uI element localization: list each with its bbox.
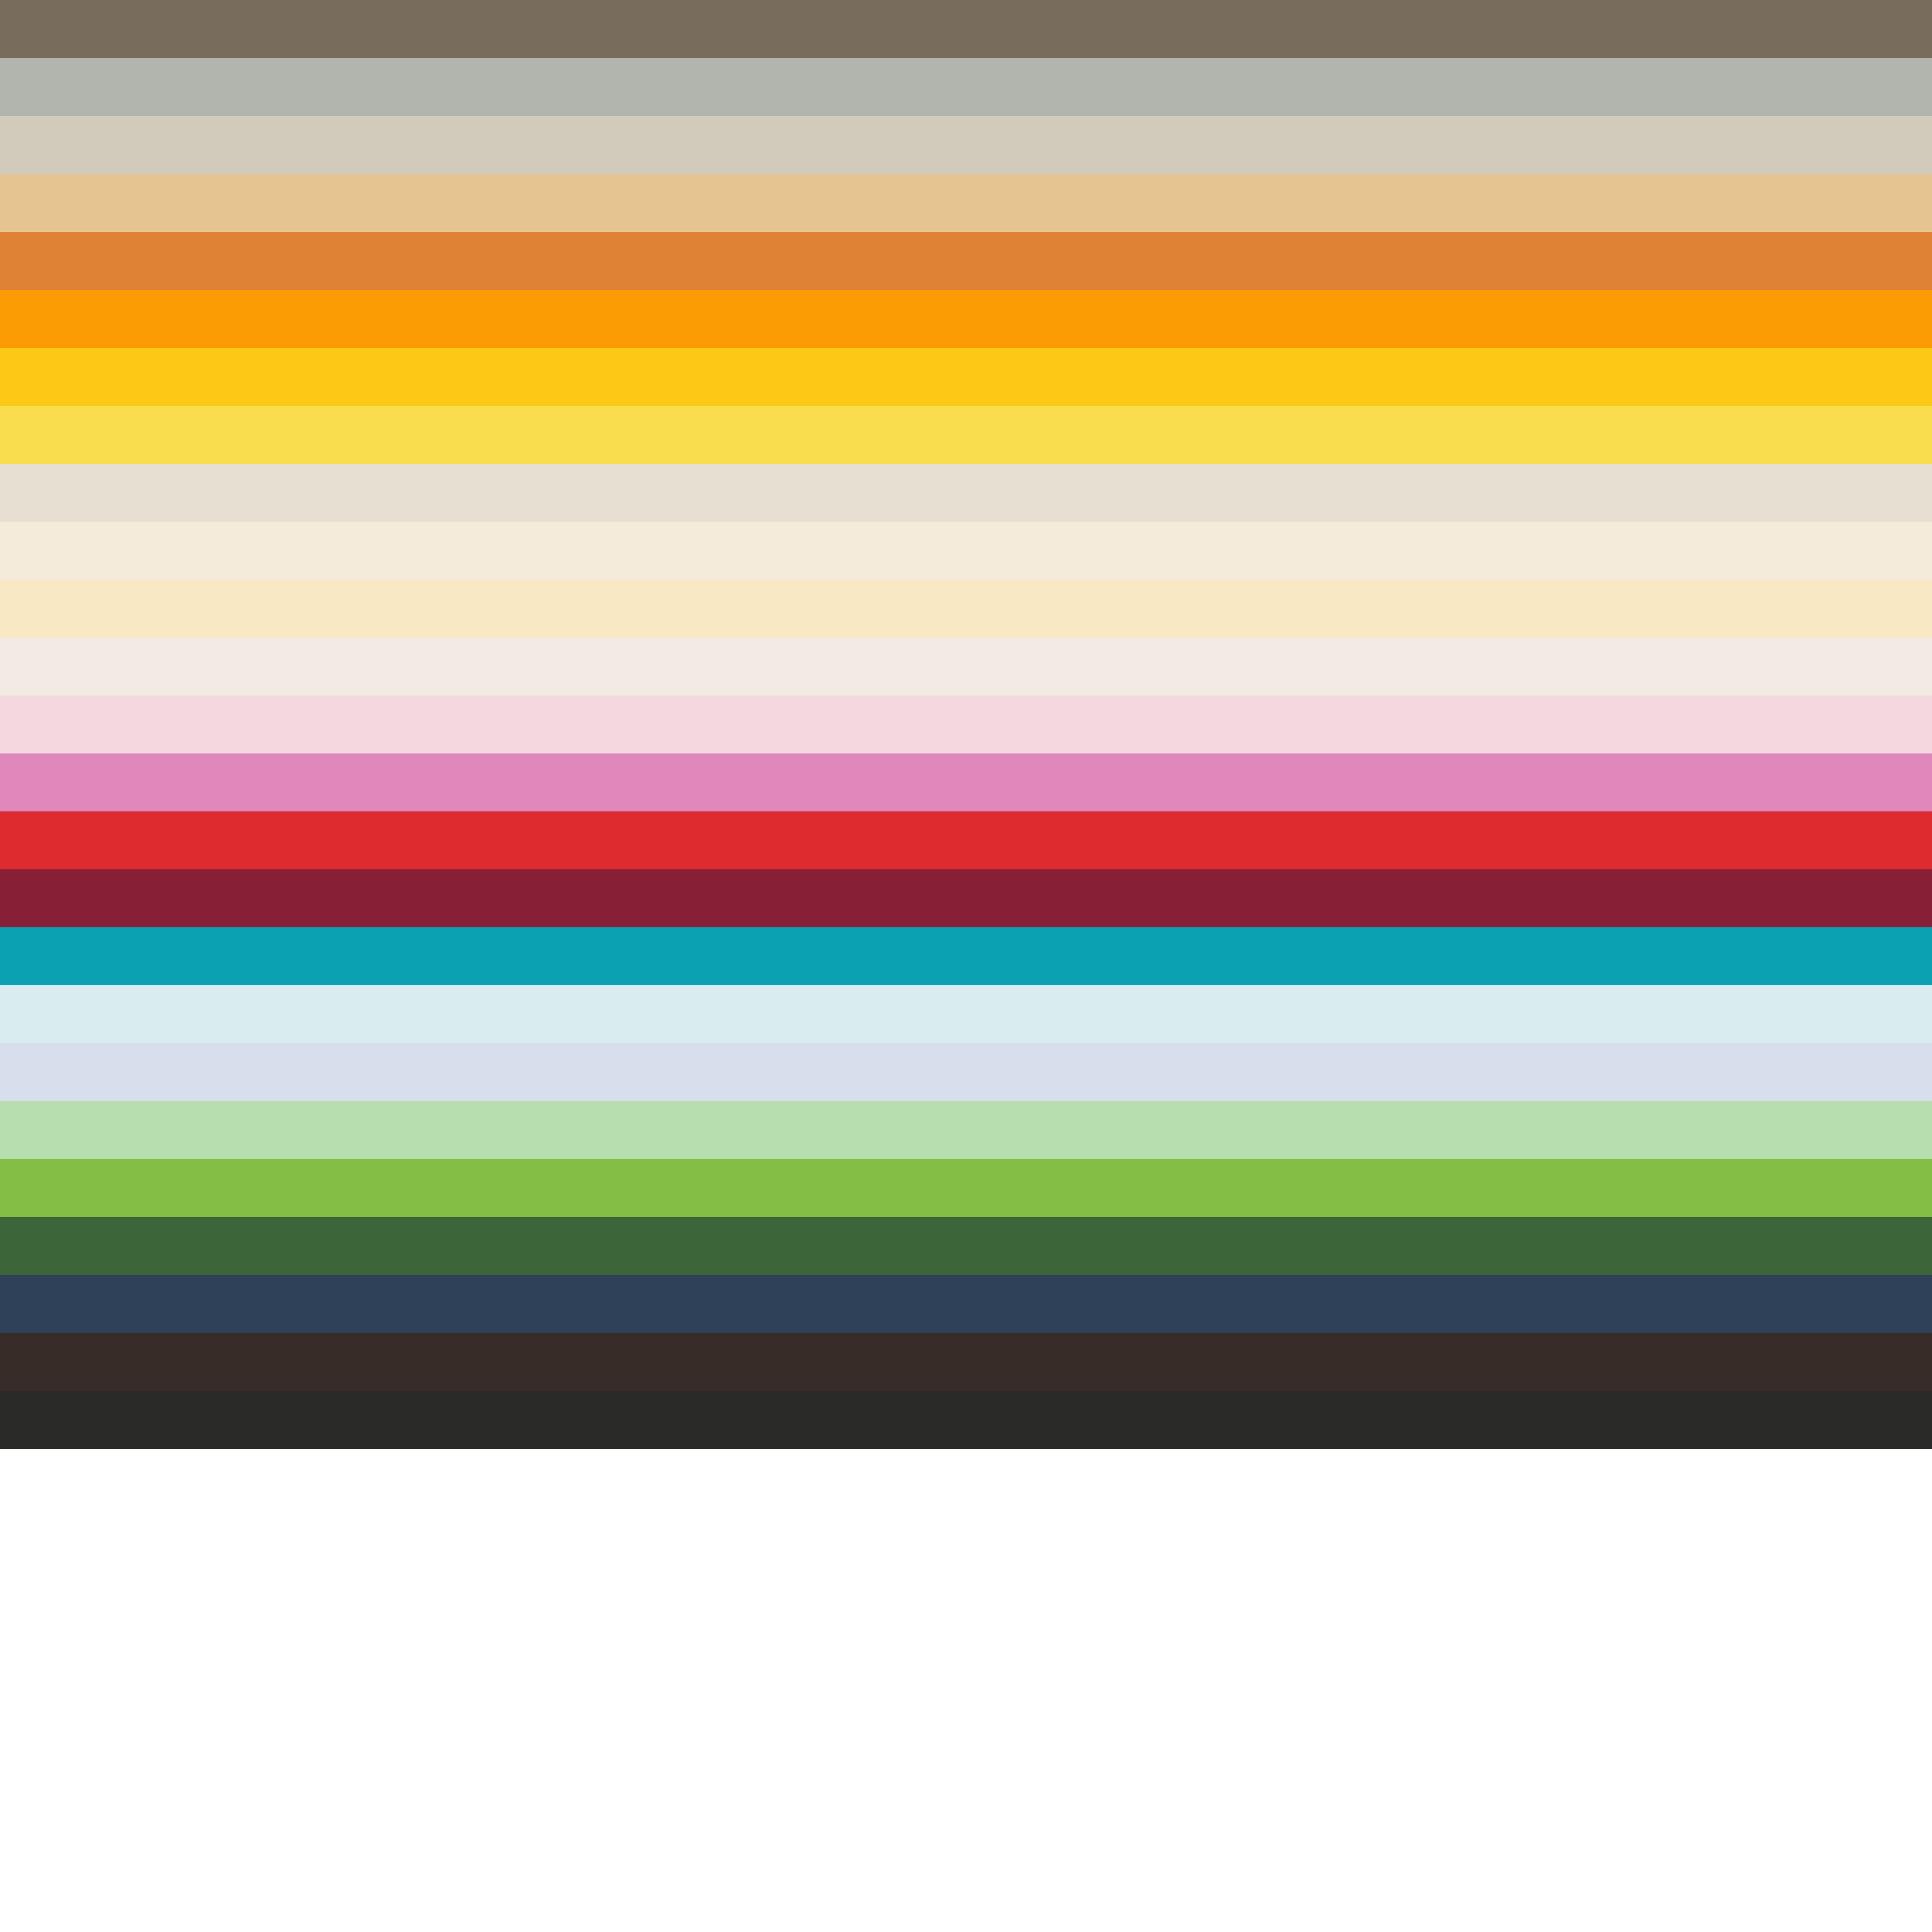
swatch-row[interactable]: PISTACHIO — [0, 1159, 1932, 1217]
swatch-row[interactable]: CITRUS YELLOW — [0, 406, 1932, 464]
swatch-row[interactable]: IVORY — [0, 522, 1932, 580]
swatch-row[interactable]: SPRING GREEN — [0, 1101, 1932, 1159]
swatch-row[interactable]: GREY — [0, 116, 1932, 174]
swatch-row[interactable]: BABY PINK — [0, 696, 1932, 753]
swatch-row[interactable]: POPPY — [0, 811, 1932, 869]
swatch-row[interactable]: OYSTER — [0, 638, 1932, 696]
swatch-row[interactable]: BLACK — [0, 1391, 1932, 1449]
swatch-row[interactable]: STORM GREY — [0, 58, 1932, 116]
swatch-row[interactable]: JUNGLE GREEN — [0, 1217, 1932, 1275]
swatch-row[interactable]: CALIFORNIAN BLUE — [0, 927, 1932, 985]
swatch-row[interactable]: ORANGE — [0, 232, 1932, 290]
swatch-row[interactable]: BLUSH — [0, 753, 1932, 811]
swatch-row[interactable]: COBALT — [0, 1275, 1932, 1333]
swatch-row[interactable]: HOT BROWN — [0, 1333, 1932, 1391]
swatch-row[interactable]: SUNSHINE YELLOW — [0, 348, 1932, 406]
swatch-row[interactable]: BABY BLUE — [0, 1043, 1932, 1101]
swatch-row[interactable]: CLOUD — [0, 464, 1932, 522]
swatch-row[interactable]: VANILLA — [0, 580, 1932, 638]
swatch-list: URBAN GREYSTORM GREYGREYFAWNORANGEOLD GO… — [0, 0, 1932, 1449]
swatch-row[interactable]: FAWN — [0, 174, 1932, 232]
swatch-row[interactable]: URBAN GREY — [0, 0, 1932, 58]
swatch-row[interactable]: OLD GOLD — [0, 290, 1932, 348]
swatch-row[interactable]: CHERRY — [0, 869, 1932, 927]
swatch-row[interactable]: LIGHT BLUE — [0, 985, 1932, 1043]
